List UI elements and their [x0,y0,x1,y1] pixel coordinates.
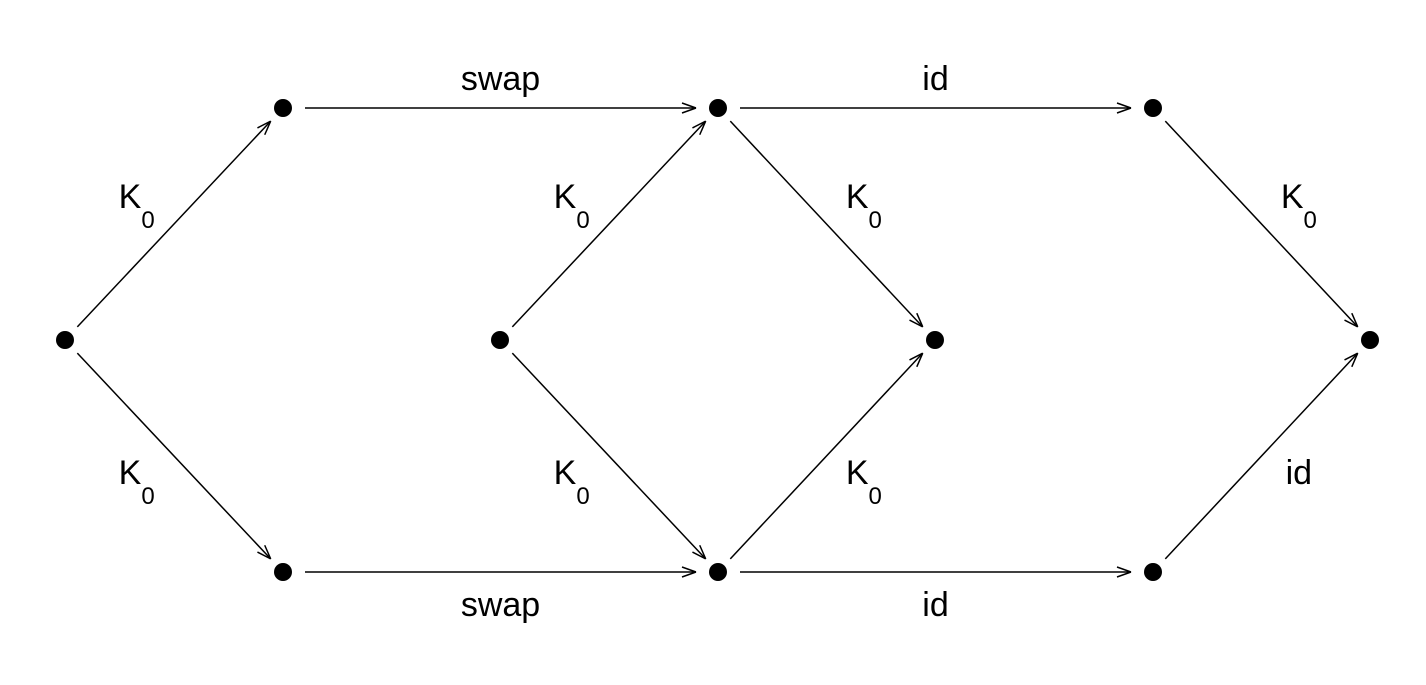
edge-label: swap [461,60,540,98]
diagram-node [274,99,292,117]
edge-label: K0 [119,454,155,510]
edge-line [77,121,270,327]
edge-label: K0 [1281,178,1317,234]
edge-label: id [922,586,948,624]
diagram-node [1144,99,1162,117]
diagram-node [1361,331,1379,349]
edge-label: K0 [119,178,155,234]
diagram-node [491,331,509,349]
diagram-node [709,99,727,117]
diagram-node [709,563,727,581]
edge-label: K0 [846,178,882,234]
edge-line [512,353,705,559]
edge-label: swap [461,586,540,624]
edge-line [1165,353,1357,559]
edge-label: id [922,60,948,98]
edge-line [1165,121,1357,327]
commutative-diagram: K0 K0 swap swap K0 K0 K0 K0 id id K0 id [0,0,1426,685]
edge-line [77,353,270,559]
edge-line [730,353,922,559]
edge-label: K0 [554,454,590,510]
edge-label: K0 [846,454,882,510]
edge-line [730,121,922,327]
diagram-node [56,331,74,349]
diagram-node [1144,563,1162,581]
edge-label: id [1286,454,1312,492]
diagram-node [274,563,292,581]
edge-line [512,121,705,327]
diagram-node [926,331,944,349]
edge-label: K0 [554,178,590,234]
